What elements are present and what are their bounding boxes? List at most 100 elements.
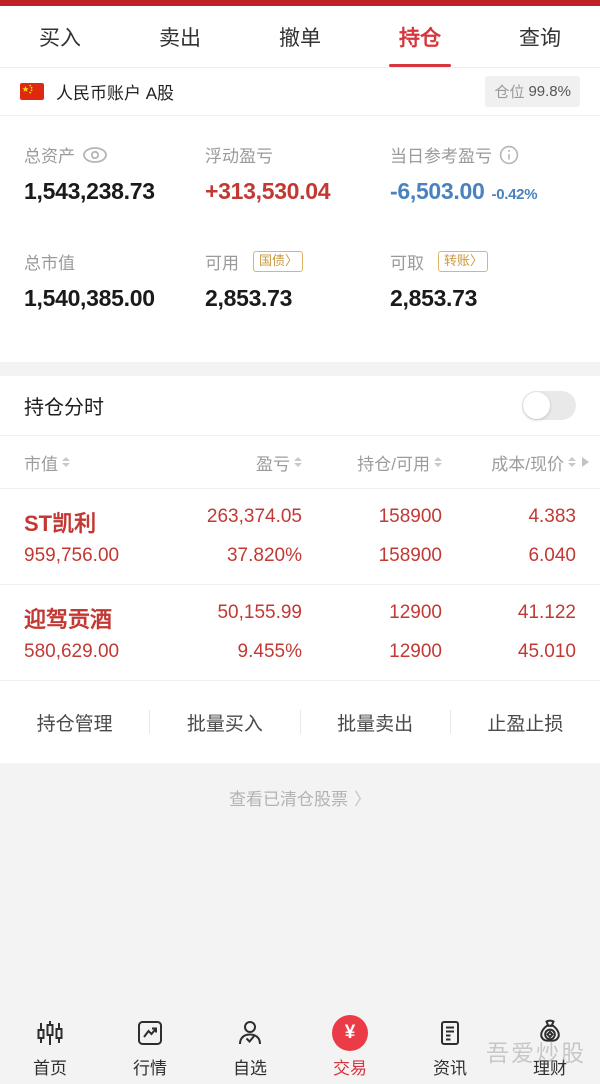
account-name: 人民币账户 A股 — [56, 84, 175, 103]
divider — [299, 710, 301, 734]
holding-qty: 12900 — [389, 602, 442, 623]
tab-sell[interactable]: 卖出 — [159, 26, 201, 50]
chevron-right-icon: 〉 — [354, 790, 371, 809]
nav-trade-label: 交易 — [333, 1059, 367, 1078]
divider — [449, 710, 451, 734]
withdrawable-value: 2,853.73 — [390, 285, 478, 311]
candlestick-chart-icon — [35, 1016, 65, 1050]
cost-value: 41.122 — [517, 602, 576, 623]
position-ratio-label: 仓位 — [494, 84, 525, 101]
profit-percent: 37.820% — [226, 545, 302, 566]
daily-pl: 当日参考盈亏 -6,503.00 -0.42% — [390, 142, 576, 205]
available-value: 2,853.73 — [205, 285, 293, 311]
bottom-nav: 首页 行情 — [0, 1000, 600, 1084]
daily-pl-percent: -0.42% — [491, 186, 538, 203]
money-bag-icon — [535, 1016, 565, 1050]
divider — [149, 710, 151, 734]
header-profit[interactable]: 盈亏 — [164, 450, 302, 475]
tab-positions[interactable]: 持仓 — [360, 6, 480, 67]
total-market-value-label: 总市值 — [24, 254, 75, 273]
position-actions: 持仓管理 批量买入 批量卖出 止盈止损 — [0, 681, 600, 763]
batch-sell-button[interactable]: 批量卖出 — [337, 713, 414, 735]
section-divider — [0, 362, 600, 376]
total-assets-label: 总资产 — [24, 147, 75, 166]
info-icon[interactable] — [499, 145, 519, 165]
nav-watchlist[interactable]: 自选 — [200, 1016, 300, 1079]
stock-name: 迎驾贡酒 — [24, 607, 113, 632]
withdrawable-label: 可取 — [390, 254, 424, 273]
nav-quotes-label: 行情 — [133, 1059, 167, 1078]
profit-percent: 9.455% — [237, 641, 302, 662]
nav-wealth-label: 资讯 — [433, 1059, 467, 1078]
lower-section: 查看已清仓股票〉 首页 — [0, 763, 600, 1084]
current-price: 6.040 — [528, 545, 576, 566]
account-row[interactable]: 人民币账户 A股 仓位 99.8% — [0, 68, 600, 116]
sort-icon — [568, 457, 576, 467]
tab-buy[interactable]: 买入 — [39, 26, 81, 50]
nav-news-label: 理财 — [533, 1059, 567, 1078]
stock-name: ST凯利 — [24, 511, 97, 536]
batch-buy-button[interactable]: 批量买入 — [186, 713, 263, 735]
trend-chart-icon — [135, 1016, 165, 1050]
daily-pl-value: -6,503.00 -0.42% — [390, 178, 538, 204]
timeshare-label: 持仓分时 — [24, 397, 104, 419]
stop-profit-loss-button[interactable]: 止盈止损 — [487, 713, 564, 735]
daily-pl-label: 当日参考盈亏 — [390, 147, 492, 166]
china-flag-icon — [20, 83, 44, 100]
floating-pl: 浮动盈亏 +313,530.04 — [205, 142, 390, 205]
status-strip — [0, 0, 600, 6]
person-check-icon — [235, 1016, 265, 1050]
eye-icon[interactable] — [82, 146, 108, 164]
total-market-value-value: 1,540,385.00 — [24, 285, 155, 311]
available-label: 可用 — [205, 254, 239, 273]
position-row-yingjiagongjiu[interactable]: 迎驾贡酒 50,155.99 12900 41.122 580,629.00 9… — [0, 585, 600, 681]
toggle-knob — [523, 392, 550, 419]
position-row-stkaili[interactable]: ST凯利 263,374.05 158900 4.383 959,756.00 … — [0, 489, 600, 585]
position-ratio-value: 99.8% — [528, 83, 571, 100]
view-cleared-stocks-link[interactable]: 查看已清仓股票〉 — [229, 790, 371, 809]
available-qty: 158900 — [378, 545, 442, 566]
positions-table-header: 市值 盈亏 持仓/可用 成本/现价 — [0, 436, 600, 489]
nav-watchlist-label: 自选 — [233, 1059, 267, 1078]
sort-icon — [62, 457, 70, 467]
news-document-icon — [435, 1016, 465, 1050]
market-value: 959,756.00 — [24, 545, 120, 566]
total-assets-value: 1,543,238.73 — [24, 178, 155, 204]
yuan-circle-icon: ¥ — [332, 1015, 368, 1051]
more-columns-icon[interactable] — [582, 457, 589, 467]
nav-trade[interactable]: ¥ 交易 — [300, 1015, 400, 1079]
tab-query[interactable]: 查询 — [519, 26, 561, 50]
timeshare-toggle[interactable] — [522, 391, 576, 420]
floating-pl-value: +313,530.04 — [205, 178, 331, 204]
header-holding-available[interactable]: 持仓/可用 — [302, 450, 442, 475]
account-stats: 总资产 1,543,238.73 浮动盈亏 +313,530.04 当日参考盈亏 — [0, 116, 600, 362]
profit-value: 50,155.99 — [217, 602, 302, 623]
header-market-value[interactable]: 市值 — [24, 450, 164, 475]
holding-qty: 158900 — [378, 506, 442, 527]
available-qty: 12900 — [389, 641, 442, 662]
withdrawable-funds: 可取 转账〉 2,853.73 — [390, 249, 576, 312]
nav-quotes[interactable]: 行情 — [100, 1016, 200, 1079]
tab-cancel-order[interactable]: 撤单 — [279, 26, 321, 50]
treasury-bond-badge[interactable]: 国债〉 — [253, 250, 304, 273]
current-price: 45.010 — [517, 641, 576, 662]
sort-icon — [434, 457, 442, 467]
sort-icon — [294, 457, 302, 467]
manage-positions-button[interactable]: 持仓管理 — [36, 713, 113, 735]
nav-home-label: 首页 — [33, 1059, 67, 1078]
total-market-value: 总市值 1,540,385.00 — [24, 249, 205, 312]
transfer-badge[interactable]: 转账〉 — [438, 250, 489, 273]
total-assets: 总资产 1,543,238.73 — [24, 142, 205, 205]
floating-pl-label: 浮动盈亏 — [205, 147, 273, 166]
nav-home[interactable]: 首页 — [0, 1016, 100, 1079]
position-ratio-badge[interactable]: 仓位 99.8% — [485, 76, 580, 107]
profit-value: 263,374.05 — [206, 506, 302, 527]
trade-tabbar: 买入 卖出 撤单 持仓 查询 — [0, 6, 600, 68]
header-cost-price[interactable]: 成本/现价 — [442, 450, 576, 475]
nav-news[interactable]: 资讯 — [400, 1016, 500, 1079]
timeshare-row: 持仓分时 — [0, 376, 600, 436]
market-value: 580,629.00 — [24, 641, 120, 662]
cost-value: 4.383 — [528, 506, 576, 527]
nav-wealth[interactable]: 理财 — [500, 1016, 600, 1079]
